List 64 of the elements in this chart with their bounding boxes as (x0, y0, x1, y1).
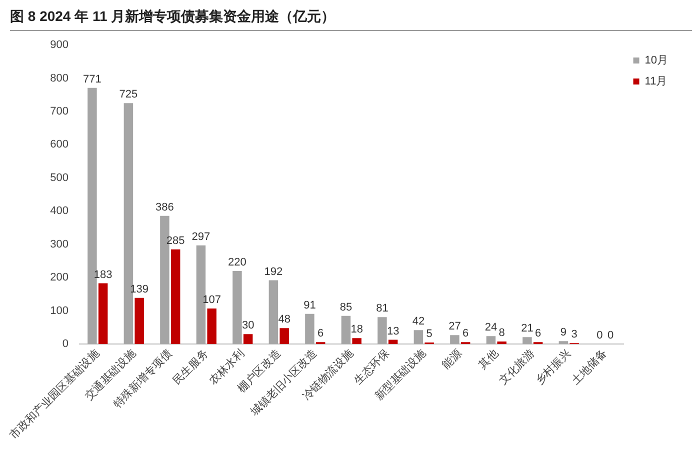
data-label: 183 (94, 268, 112, 281)
y-tick-label: 400 (50, 205, 69, 218)
legend-label: 11月 (644, 76, 668, 88)
y-tick-label: 600 (50, 138, 69, 151)
data-label: 85 (340, 301, 352, 314)
y-tick-label: 800 (50, 72, 69, 84)
data-label: 18 (350, 324, 363, 336)
y-tick-label: 0 (62, 338, 69, 350)
data-label: 91 (304, 299, 316, 312)
bar (558, 341, 568, 344)
legend-label: 10月 (644, 54, 668, 67)
data-label: 139 (130, 283, 149, 296)
bar (232, 270, 242, 344)
y-tick-label: 700 (50, 106, 69, 118)
data-label: 27 (448, 320, 461, 333)
bar (268, 280, 278, 344)
data-label: 5 (426, 328, 432, 340)
data-label: 48 (278, 314, 290, 326)
bar (522, 337, 532, 344)
data-label: 771 (83, 73, 102, 86)
data-label: 0 (596, 330, 603, 342)
data-label: 9 (560, 326, 567, 339)
data-label: 6 (318, 328, 324, 340)
data-label: 21 (521, 322, 534, 335)
data-label: 107 (202, 294, 222, 306)
bar (280, 328, 289, 344)
bar (305, 314, 314, 344)
y-tick-label: 500 (50, 172, 69, 184)
y-tick-label: 100 (50, 304, 69, 317)
data-label: 0 (608, 330, 614, 342)
bar (341, 316, 351, 344)
bar (243, 334, 253, 344)
bar (497, 341, 506, 344)
bar (170, 249, 180, 344)
data-label: 13 (386, 325, 400, 338)
data-label: 81 (376, 302, 388, 315)
data-label: 725 (119, 88, 138, 101)
y-tick-label: 300 (50, 238, 69, 250)
x-tick-label: 能源 (440, 346, 464, 372)
bar (388, 340, 398, 344)
bar (414, 330, 424, 344)
data-label: 8 (498, 326, 505, 339)
bar (450, 335, 460, 344)
data-label: 297 (192, 230, 210, 243)
data-label: 285 (166, 234, 185, 247)
data-label: 386 (156, 201, 174, 214)
bar (352, 338, 362, 344)
data-label: 42 (412, 316, 425, 328)
bar (486, 336, 496, 344)
bar (207, 308, 216, 344)
y-tick-label: 200 (50, 272, 69, 284)
data-label: 6 (535, 328, 542, 340)
bar (378, 317, 387, 344)
data-label: 6 (462, 328, 469, 340)
data-label: 220 (228, 256, 246, 269)
data-label: 192 (264, 266, 283, 278)
bar (134, 298, 144, 344)
chart-title: 图 8 2024 年 11 月新增专项债募集资金用途（亿元） (10, 8, 692, 31)
data-label: 24 (484, 322, 498, 334)
data-label: 30 (242, 320, 254, 332)
bar (98, 283, 108, 344)
data-label: 3 (571, 328, 578, 341)
y-tick-label: 900 (50, 39, 69, 52)
x-tick-label: 其他 (476, 346, 501, 372)
